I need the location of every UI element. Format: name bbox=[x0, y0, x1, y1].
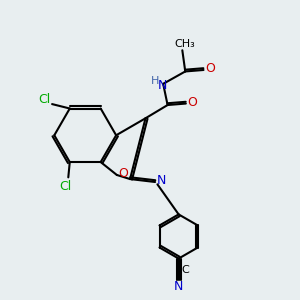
Text: C: C bbox=[181, 265, 189, 275]
Text: H: H bbox=[151, 76, 159, 86]
Text: O: O bbox=[118, 167, 128, 180]
Text: O: O bbox=[188, 96, 197, 109]
Text: Cl: Cl bbox=[38, 93, 50, 106]
Text: CH₃: CH₃ bbox=[174, 39, 195, 49]
Text: N: N bbox=[158, 79, 167, 92]
Text: N: N bbox=[174, 280, 183, 293]
Text: O: O bbox=[205, 62, 215, 75]
Text: N: N bbox=[157, 174, 166, 187]
Text: Cl: Cl bbox=[59, 180, 71, 193]
